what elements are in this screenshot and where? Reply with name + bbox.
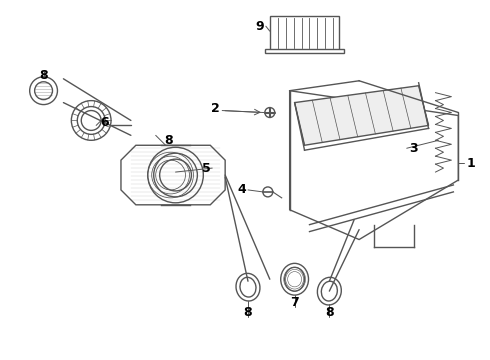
Text: 4: 4 — [237, 184, 246, 197]
Text: 6: 6 — [100, 116, 108, 129]
Text: 9: 9 — [255, 20, 264, 33]
Text: 2: 2 — [212, 102, 220, 115]
Text: 8: 8 — [39, 69, 48, 82]
Polygon shape — [121, 145, 225, 205]
Text: 1: 1 — [466, 157, 475, 170]
Polygon shape — [290, 91, 458, 239]
Text: 7: 7 — [290, 296, 299, 309]
Text: 5: 5 — [201, 162, 210, 175]
Polygon shape — [270, 16, 339, 51]
Text: 3: 3 — [409, 142, 417, 155]
Text: 8: 8 — [244, 306, 252, 319]
Polygon shape — [294, 86, 429, 145]
Polygon shape — [265, 49, 344, 53]
Text: 8: 8 — [325, 306, 334, 319]
Text: 8: 8 — [164, 134, 173, 147]
